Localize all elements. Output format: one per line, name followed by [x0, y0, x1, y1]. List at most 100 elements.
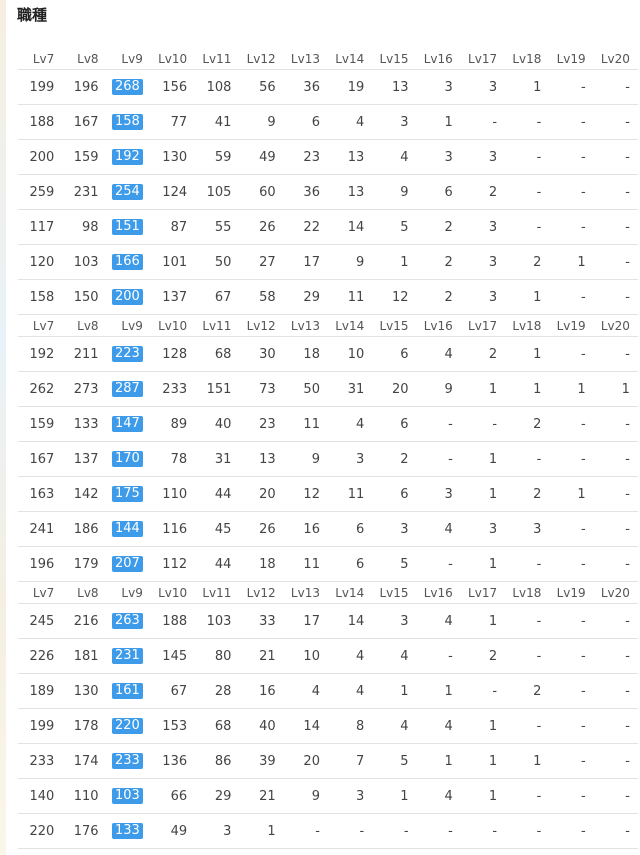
highlight-badge: 200 — [112, 289, 143, 305]
table-cell: - — [625, 683, 630, 699]
table-cell: 216 — [73, 613, 99, 629]
table-cell: 151 — [107, 210, 151, 244]
table-cell: 259 — [29, 184, 55, 200]
table-row: 226 181 231 145 80 21 10 4 4 - 2 - - - — [18, 639, 638, 674]
table-cell: 137 — [162, 289, 188, 305]
column-header: Lv17 — [468, 585, 498, 600]
table-cell: 36 — [303, 184, 320, 200]
table-cell: 26 — [259, 219, 276, 235]
highlight-badge: 223 — [112, 346, 143, 362]
table-cell: 133 — [73, 416, 99, 432]
table-cell: - — [580, 648, 586, 664]
table-cell: 137 — [73, 451, 99, 467]
highlight-badge: 133 — [112, 823, 143, 839]
table-cell: - — [536, 613, 542, 629]
table-cell: 2 — [533, 486, 542, 502]
highlight-badge: 170 — [112, 451, 143, 467]
table-cell: 44 — [214, 556, 232, 572]
column-header: Lv14 — [335, 585, 365, 600]
table-cell: 4 — [355, 683, 365, 699]
table-row: 117 98 151 87 55 26 22 14 5 2 3 - - - — [18, 210, 638, 245]
table-cell: 16 — [259, 683, 276, 699]
table-cell: 4 — [444, 718, 453, 734]
table-cell: 9 — [311, 451, 320, 467]
table-cell: 14 — [347, 219, 365, 235]
table-cell: 5 — [400, 753, 409, 769]
table-cell: 101 — [162, 254, 188, 270]
highlight-badge: 207 — [112, 556, 143, 572]
table-row: 262 273 287 233 151 73 50 31 20 9 1 1 1 1 — [18, 372, 638, 407]
column-header: Lv9 — [121, 318, 143, 333]
column-header: Lv12 — [246, 585, 276, 600]
table-cell: 1 — [621, 381, 630, 397]
table-row: 245 216 263 188 103 33 17 14 3 4 1 - - - — [18, 604, 638, 639]
table-cell: 14 — [347, 613, 365, 629]
table-cell: 273 — [73, 381, 99, 397]
table-row: 188 167 158 77 41 9 6 4 3 1 - - - - — [18, 105, 638, 140]
table-cell: 231 — [73, 184, 99, 200]
table-cell: 29 — [214, 788, 232, 804]
table-cell: 133 — [107, 814, 151, 848]
table-cell: 108 — [206, 79, 232, 95]
table-cell: 19 — [347, 79, 365, 95]
table-cell: - — [625, 346, 630, 362]
highlight-badge: 268 — [112, 79, 143, 95]
table-cell: 9 — [444, 381, 453, 397]
table-cell: - — [625, 788, 630, 804]
table-cell: 5 — [400, 556, 409, 572]
table-cell: 26 — [259, 521, 276, 537]
table-cell: 120 — [29, 254, 55, 270]
column-header: Lv18 — [512, 585, 542, 600]
table-cell: 200 — [107, 280, 151, 314]
table-cell: 68 — [214, 346, 232, 362]
table-cell: 112 — [162, 556, 188, 572]
table-cell: 1 — [488, 451, 498, 467]
table-cell: - — [625, 521, 630, 537]
table-cell: 9 — [267, 114, 276, 130]
table-cell: 41 — [214, 114, 232, 130]
table-cell: 199 — [29, 718, 55, 734]
table-cell: 50 — [214, 254, 232, 270]
table-cell: 166 — [107, 245, 151, 279]
table-cell: 3 — [488, 289, 498, 305]
column-header: Lv17 — [468, 318, 498, 333]
table-cell: - — [625, 416, 630, 432]
table-cell: 6 — [400, 416, 409, 432]
level-stats-table: Lv7 Lv8 Lv9 Lv10 Lv11 Lv12 Lv13 Lv14 Lv15 Lv16 Lv1… — [18, 48, 638, 849]
table-cell: - — [580, 521, 586, 537]
table-cell: 153 — [162, 718, 188, 734]
table-cell: 13 — [347, 184, 365, 200]
table-cell: 158 — [107, 105, 151, 139]
table-cell: - — [580, 788, 586, 804]
table-cell: 8 — [355, 718, 365, 734]
table-cell: - — [625, 79, 630, 95]
table-cell: - — [403, 823, 409, 839]
table-cell: 11 — [347, 486, 365, 502]
table-cell: 67 — [214, 289, 232, 305]
highlight-badge: 175 — [112, 486, 143, 502]
table-cell: 220 — [107, 709, 151, 743]
highlight-badge: 192 — [112, 149, 143, 165]
table-cell: 2 — [488, 346, 498, 362]
table-cell: 6 — [355, 556, 365, 572]
table-cell: 98 — [82, 219, 99, 235]
table-cell: 1 — [577, 486, 586, 502]
table-cell: 196 — [73, 79, 99, 95]
table-row: 167 137 170 78 31 13 9 3 2 - 1 - - - — [18, 442, 638, 477]
table-cell: 1 — [488, 381, 498, 397]
table-cell: 55 — [214, 219, 232, 235]
table-cell: 80 — [214, 648, 232, 664]
table-cell: 22 — [303, 219, 320, 235]
table-cell: 1 — [267, 823, 276, 839]
table-cell: - — [580, 613, 586, 629]
table-cell: - — [580, 556, 586, 572]
column-header: Lv10 — [158, 51, 188, 66]
table-cell: 2 — [444, 254, 453, 270]
column-header: Lv16 — [423, 318, 453, 333]
highlight-badge: 220 — [112, 718, 143, 734]
table-cell: 67 — [170, 683, 188, 699]
table-cell: 2 — [533, 254, 542, 270]
table-cell: 2 — [533, 683, 542, 699]
table-cell: 13 — [391, 79, 409, 95]
table-cell: 7 — [355, 753, 365, 769]
